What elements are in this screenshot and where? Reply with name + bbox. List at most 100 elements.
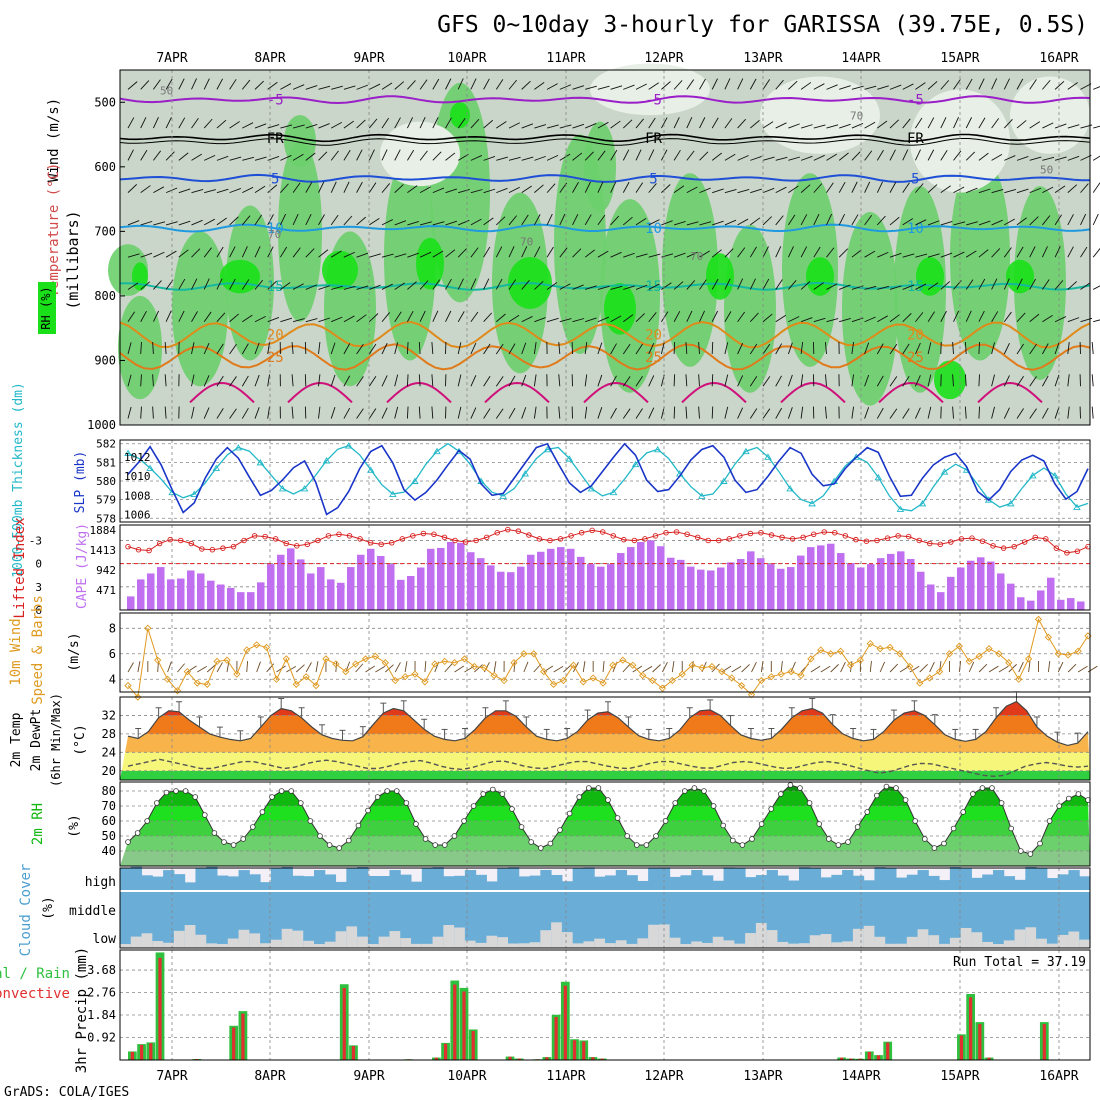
rh-marker <box>835 842 842 848</box>
wind-barb <box>749 278 756 290</box>
wind-barb <box>1004 218 1015 226</box>
rh-marker <box>1037 840 1043 847</box>
wind-barb-10m <box>216 662 223 673</box>
wind-barb <box>648 342 655 355</box>
precip-convective-bar <box>849 1058 853 1060</box>
wind-barb <box>787 374 793 387</box>
wind-speed-marker <box>965 657 973 666</box>
wind-barb <box>940 252 953 258</box>
rh-tick-label: 50 <box>102 829 116 843</box>
wind-barb <box>419 221 432 226</box>
lifted-index-marker <box>969 535 975 541</box>
rh-marker <box>509 806 515 812</box>
wind-barb <box>305 85 318 90</box>
cloud-low <box>874 936 886 948</box>
thickness-slp-panel: 58258158057957810121010100810061000-500m… <box>11 382 1091 578</box>
wind-barb <box>216 408 224 419</box>
rh-tick-label: 80 <box>102 784 116 798</box>
cloud-level-middle: middle <box>69 904 116 919</box>
wind-barb <box>254 185 266 194</box>
panel-frame <box>119 867 1091 949</box>
wind-barb <box>534 184 544 193</box>
wind-barb <box>343 149 351 161</box>
cape-bar <box>707 570 715 610</box>
wind-barb <box>800 342 804 355</box>
rh-marker <box>288 788 295 794</box>
isotherm-label: 15 <box>907 279 924 295</box>
wind-barb <box>775 186 787 194</box>
wind-speed-marker <box>490 671 498 680</box>
rh-marker <box>547 840 554 847</box>
thickness-marker <box>874 473 883 481</box>
wind-barb <box>1093 125 1100 129</box>
wind-barb <box>1003 342 1010 355</box>
cloud-high <box>745 877 757 890</box>
rh-marker <box>787 782 794 788</box>
wind-barb <box>127 342 132 355</box>
cloud-high <box>863 880 875 890</box>
wind-barb <box>762 278 770 290</box>
rh-marker <box>739 842 746 848</box>
rh-marker <box>643 842 650 848</box>
isotherm-label: 10 <box>267 221 284 237</box>
wind-barb <box>889 149 896 161</box>
wind-barb <box>165 78 173 90</box>
wind-barb <box>496 156 508 161</box>
wind-barb <box>1067 374 1070 387</box>
wind-barb <box>686 221 699 226</box>
wind-barb <box>267 374 270 387</box>
wind-barb <box>419 251 432 258</box>
wind-barb <box>991 374 995 387</box>
cloud-high <box>217 875 229 890</box>
wind-barb <box>559 283 571 290</box>
wind-barb <box>788 156 801 161</box>
cloud-middle <box>982 892 994 948</box>
cloud-low <box>583 941 595 948</box>
wind-barb <box>597 285 610 290</box>
cloud-middle <box>583 892 595 948</box>
wind-barb <box>610 181 617 193</box>
wind-barb <box>458 219 470 226</box>
rh-marker <box>873 792 880 799</box>
wind-barb <box>1067 317 1080 323</box>
wind-barb <box>673 252 686 258</box>
isotherm-label: 20 <box>645 328 662 344</box>
ylabel-wind-10m: 10m Wind <box>8 618 24 685</box>
cape-bar <box>427 548 435 610</box>
cloud-middle <box>820 892 832 948</box>
wind-barb <box>280 282 291 290</box>
wind-barb-10m <box>652 664 661 673</box>
surface-isotherm-arc <box>878 381 944 404</box>
wind-barb <box>1092 247 1100 258</box>
cloud-low <box>885 943 897 948</box>
wind-barb <box>521 214 529 226</box>
rh-marker <box>710 803 717 809</box>
wind-barb <box>457 374 462 387</box>
rh-marker <box>518 824 525 830</box>
wind-barb <box>698 341 700 355</box>
wind-barb <box>673 341 676 355</box>
precip-convective-bar <box>563 985 567 1060</box>
thickness-marker <box>742 447 750 455</box>
wind-speed-marker <box>332 660 340 668</box>
wind-barb <box>204 189 216 194</box>
wind-barb <box>343 251 356 258</box>
wind-barb <box>889 216 900 226</box>
wind-barb <box>508 186 520 194</box>
wind-barb <box>953 150 962 161</box>
cloud-middle <box>852 892 865 948</box>
precip-convective-bar <box>517 1058 521 1060</box>
thickness-marker <box>896 505 905 512</box>
wind-barb <box>991 311 999 322</box>
wind-barb <box>813 154 825 161</box>
wind-barb <box>648 149 655 161</box>
cloud-low <box>217 943 229 948</box>
date-label-9apr: 9APR <box>353 51 384 66</box>
wind-barb <box>889 343 898 355</box>
lifted-index-marker <box>958 536 965 542</box>
wind-barb <box>965 78 973 90</box>
wind-barb <box>330 374 336 387</box>
cape-bar <box>257 582 265 610</box>
wind-barb <box>965 151 976 161</box>
cape-bar <box>317 567 325 610</box>
